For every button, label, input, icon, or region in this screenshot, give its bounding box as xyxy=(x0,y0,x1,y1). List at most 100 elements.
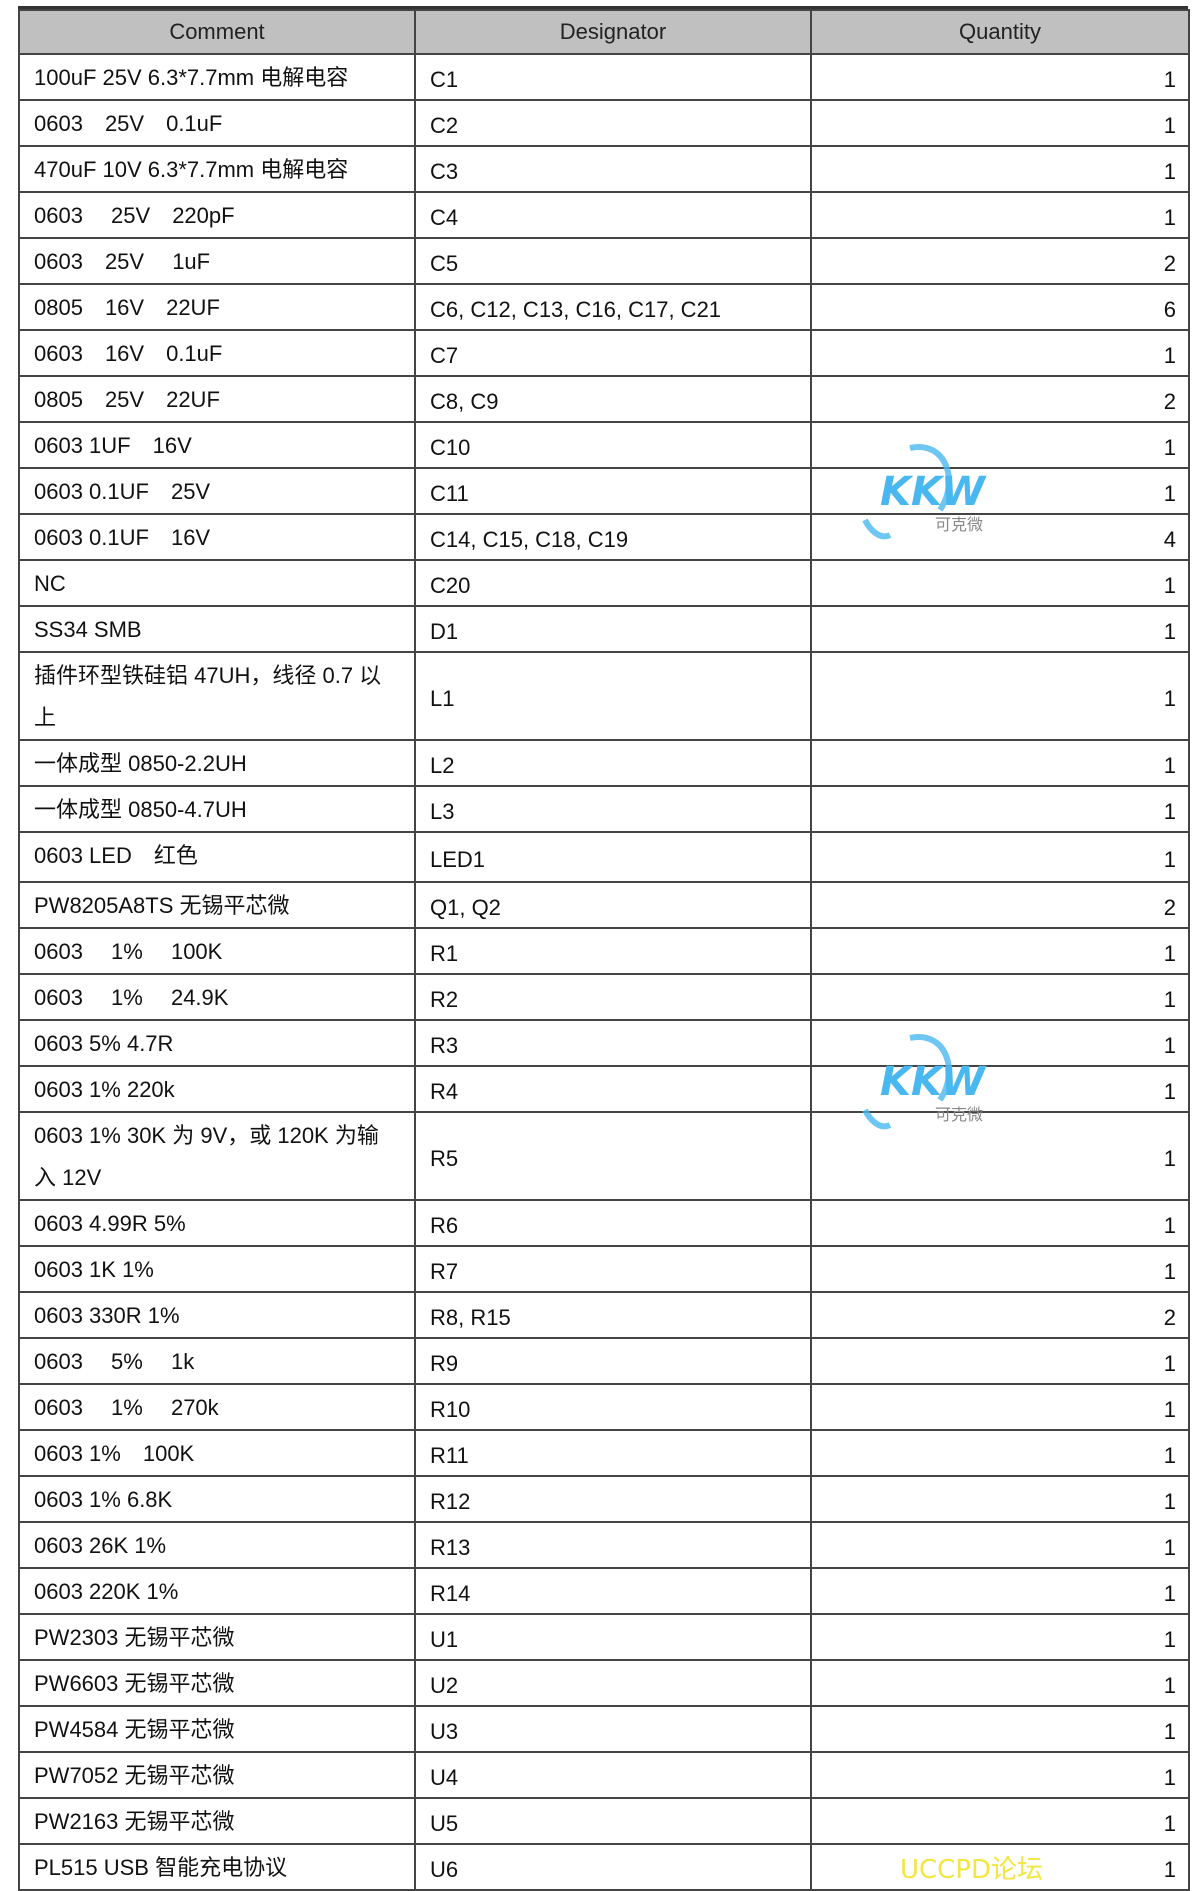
table-row: 插件环型铁硅铝 47UH，线径 0.7 以上 L1 1 xyxy=(18,651,1190,741)
comment-cell: 0603 1% 24.9K xyxy=(18,973,416,1021)
table-row: PW6603 无锡平芯微 U2 1 xyxy=(18,1659,1190,1707)
table-row: PW8205A8TS 无锡平芯微 Q1, Q2 2 xyxy=(18,881,1190,929)
quantity-cell: 4 xyxy=(810,513,1190,561)
quantity-cell: 1 xyxy=(810,99,1190,147)
table-row: 0603 1% 100K R1 1 xyxy=(18,927,1190,975)
designator-cell: C11 xyxy=(414,467,812,515)
comment-cell: NC xyxy=(18,559,416,607)
comment-cell: 0603 220K 1% xyxy=(18,1567,416,1615)
comment-cell: 100uF 25V 6.3*7.7mm 电解电容 xyxy=(18,53,416,101)
designator-cell: C6, C12, C13, C16, C17, C21 xyxy=(414,283,812,331)
designator-cell: C20 xyxy=(414,559,812,607)
quantity-cell: 1 xyxy=(810,1019,1190,1067)
comment-cell: 一体成型 0850-2.2UH xyxy=(18,739,416,787)
designator-cell: R14 xyxy=(414,1567,812,1615)
quantity-cell: 1 xyxy=(810,1429,1190,1477)
table-row: 0603 1% 270k R10 1 xyxy=(18,1383,1190,1431)
quantity-cell: 6 xyxy=(810,283,1190,331)
designator-cell: R7 xyxy=(414,1245,812,1293)
table-row: PL515 USB 智能充电协议 U6 1 xyxy=(18,1843,1190,1891)
designator-cell: R11 xyxy=(414,1429,812,1477)
designator-cell: U6 xyxy=(414,1843,812,1891)
quantity-cell: 2 xyxy=(810,1291,1190,1339)
quantity-cell: 1 xyxy=(810,605,1190,653)
comment-cell: 0603 1% 100K xyxy=(18,1429,416,1477)
quantity-cell: 1 xyxy=(810,739,1190,787)
designator-cell: R3 xyxy=(414,1019,812,1067)
quantity-cell: 1 xyxy=(810,1065,1190,1113)
table-row: 0603 5% 4.7R R3 1 xyxy=(18,1019,1190,1067)
table-row: SS34 SMB D1 1 xyxy=(18,605,1190,653)
table-row: 0603 25V 1uF C5 2 xyxy=(18,237,1190,285)
designator-cell: C10 xyxy=(414,421,812,469)
quantity-cell: 1 xyxy=(810,1659,1190,1707)
designator-cell: C1 xyxy=(414,53,812,101)
quantity-cell: 1 xyxy=(810,421,1190,469)
bom-table: Comment Designator Quantity 100uF 25V 6.… xyxy=(18,9,1190,1891)
table-row: 一体成型 0850-4.7UH L3 1 xyxy=(18,785,1190,833)
comment-cell: PW2303 无锡平芯微 xyxy=(18,1613,416,1661)
top-rule xyxy=(18,6,1188,9)
comment-cell: 一体成型 0850-4.7UH xyxy=(18,785,416,833)
comment-cell: PW7052 无锡平芯微 xyxy=(18,1751,416,1799)
designator-cell: R9 xyxy=(414,1337,812,1385)
comment-cell: SS34 SMB xyxy=(18,605,416,653)
quantity-cell: 2 xyxy=(810,881,1190,929)
table-row: PW4584 无锡平芯微 U3 1 xyxy=(18,1705,1190,1753)
table-row: 0603 1% 100K R11 1 xyxy=(18,1429,1190,1477)
comment-cell: 0603 LED 红色 xyxy=(18,831,416,883)
quantity-cell: 1 xyxy=(810,145,1190,193)
quantity-cell: 1 xyxy=(810,1337,1190,1385)
quantity-cell: 2 xyxy=(810,237,1190,285)
comment-cell: 0603 1% 30K 为 9V，或 120K 为输入 12V xyxy=(18,1111,416,1201)
quantity-cell: 1 xyxy=(810,1751,1190,1799)
designator-cell: U4 xyxy=(414,1751,812,1799)
quantity-cell: 1 xyxy=(810,559,1190,607)
table-row: 0603 1% 24.9K R2 1 xyxy=(18,973,1190,1021)
designator-cell: L1 xyxy=(414,651,812,741)
designator-cell: L2 xyxy=(414,739,812,787)
comment-cell: 0805 25V 22UF xyxy=(18,375,416,423)
comment-cell: PW6603 无锡平芯微 xyxy=(18,1659,416,1707)
table-row: 470uF 10V 6.3*7.7mm 电解电容 C3 1 xyxy=(18,145,1190,193)
designator-cell: Q1, Q2 xyxy=(414,881,812,929)
comment-cell: 0805 16V 22UF xyxy=(18,283,416,331)
comment-cell: 0603 25V 220pF xyxy=(18,191,416,239)
quantity-cell: 1 xyxy=(810,1705,1190,1753)
designator-cell: C4 xyxy=(414,191,812,239)
quantity-cell: 1 xyxy=(810,831,1190,883)
header-quantity: Quantity xyxy=(810,9,1190,55)
table-row: 0603 26K 1% R13 1 xyxy=(18,1521,1190,1569)
comment-cell: 0603 4.99R 5% xyxy=(18,1199,416,1247)
table-row: 0603 1K 1% R7 1 xyxy=(18,1245,1190,1293)
quantity-cell: 1 xyxy=(810,1797,1190,1845)
table-row: 0603 1UF 16V C10 1 xyxy=(18,421,1190,469)
comment-cell: 0603 1% 220k xyxy=(18,1065,416,1113)
designator-cell: U3 xyxy=(414,1705,812,1753)
table-row: 0805 25V 22UF C8, C9 2 xyxy=(18,375,1190,423)
quantity-cell: 1 xyxy=(810,785,1190,833)
table-row: 0603 330R 1% R8, R15 2 xyxy=(18,1291,1190,1339)
table-row: PW2163 无锡平芯微 U5 1 xyxy=(18,1797,1190,1845)
designator-cell: U5 xyxy=(414,1797,812,1845)
comment-cell: PW4584 无锡平芯微 xyxy=(18,1705,416,1753)
comment-cell: 0603 1K 1% xyxy=(18,1245,416,1293)
quantity-cell: 1 xyxy=(810,53,1190,101)
table-row: 一体成型 0850-2.2UH L2 1 xyxy=(18,739,1190,787)
comment-cell: PW2163 无锡平芯微 xyxy=(18,1797,416,1845)
comment-cell: 0603 16V 0.1uF xyxy=(18,329,416,377)
designator-cell: LED1 xyxy=(414,831,812,883)
designator-cell: C8, C9 xyxy=(414,375,812,423)
quantity-cell: 1 xyxy=(810,1521,1190,1569)
table-row: 0603 16V 0.1uF C7 1 xyxy=(18,329,1190,377)
designator-cell: R13 xyxy=(414,1521,812,1569)
table-row: PW2303 无锡平芯微 U1 1 xyxy=(18,1613,1190,1661)
quantity-cell: 1 xyxy=(810,1613,1190,1661)
designator-cell: R10 xyxy=(414,1383,812,1431)
designator-cell: D1 xyxy=(414,605,812,653)
comment-cell: 0603 5% 1k xyxy=(18,1337,416,1385)
designator-cell: U1 xyxy=(414,1613,812,1661)
designator-cell: L3 xyxy=(414,785,812,833)
table-row: NC C20 1 xyxy=(18,559,1190,607)
designator-cell: R12 xyxy=(414,1475,812,1523)
